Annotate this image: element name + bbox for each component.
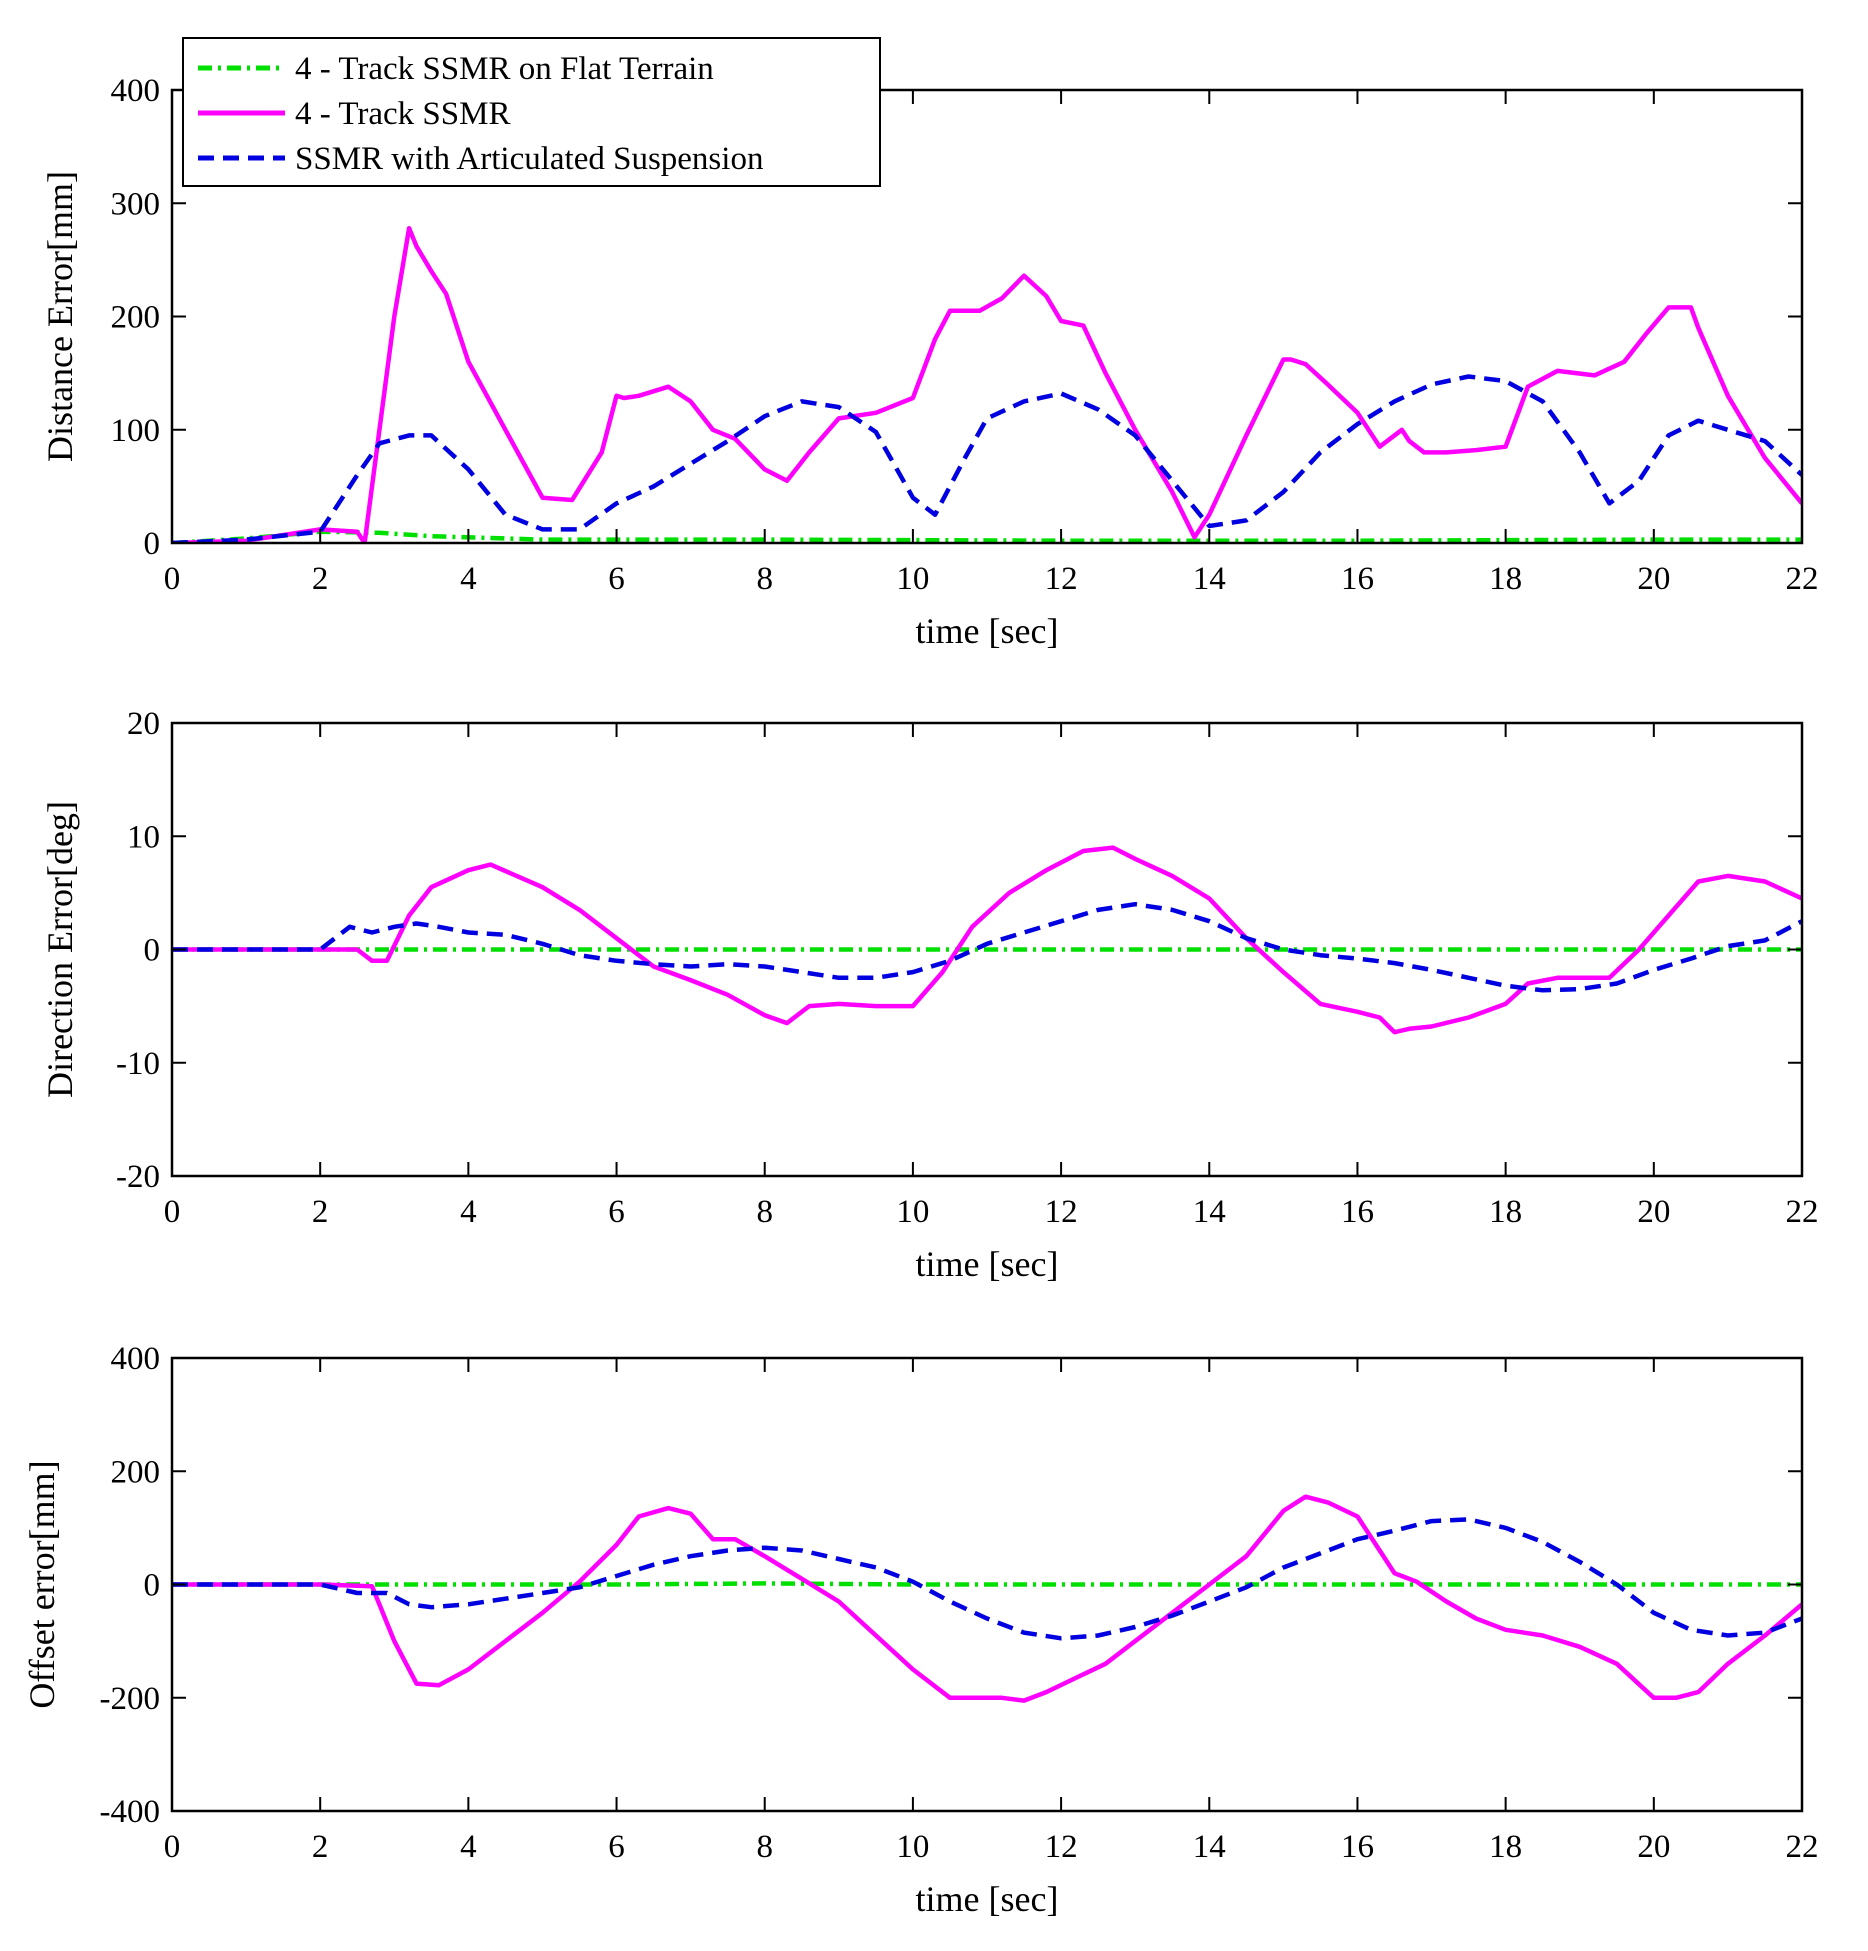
direction-series-articulated	[172, 901, 1802, 993]
direction-x-tick-label: 22	[1786, 1194, 1819, 1230]
direction-y-tick-label: 20	[127, 706, 160, 742]
direction-x-tick-label: 10	[896, 1194, 929, 1230]
distance-y-tick-label: 300	[111, 186, 161, 222]
distance-x-tick-label: 16	[1341, 561, 1374, 597]
offset-x-tick-label: 22	[1786, 1829, 1819, 1865]
offset-error-chart: 0 2 4 6 8 10 12 14 16 18 20 22 -400 -200 0 200 400 time […	[22, 1341, 1819, 1919]
offset-y-tick-label: 400	[111, 1341, 161, 1377]
distance-x-tick-label: 12	[1045, 561, 1078, 597]
direction-x-tick-label: 12	[1045, 1194, 1078, 1230]
distance-x-tick-label: 4	[460, 561, 477, 597]
offset-series-articulated	[172, 1517, 1802, 1641]
distance-x-tick-label: 14	[1193, 561, 1226, 597]
distance-y-tick-label: 100	[111, 413, 161, 449]
offset-x-axis-label: time [sec]	[916, 1879, 1059, 1919]
direction-x-tick-label: 16	[1341, 1194, 1374, 1230]
direction-x-tick-label: 6	[608, 1194, 625, 1230]
distance-x-tick-label: 8	[756, 561, 773, 597]
offset-series-flat-terrain	[172, 1581, 1802, 1587]
offset-x-tick-label: 10	[896, 1829, 929, 1865]
direction-y-tick-label: 10	[127, 819, 160, 855]
distance-x-tick-label: 22	[1786, 561, 1819, 597]
offset-x-tick-label: 4	[460, 1829, 477, 1865]
direction-y-tick-label: 0	[144, 933, 161, 969]
direction-x-axis-label: time [sec]	[916, 1244, 1059, 1284]
direction-x-tick-label: 8	[756, 1194, 773, 1230]
legend-entry-articulated: SSMR with Articulated Suspension	[295, 141, 763, 177]
offset-y-tick-label: 0	[144, 1568, 161, 1604]
distance-x-tick-label: 0	[164, 561, 181, 597]
distance-series-articulated	[172, 374, 1802, 543]
distance-x-tick-label: 6	[608, 561, 625, 597]
direction-error-chart: 0 2 4 6 8 10 12 14 16 18 20 22 -20 -10 0 10 20 time [sec]…	[40, 706, 1819, 1284]
distance-y-tick-label: 0	[144, 526, 161, 562]
direction-x-tick-label: 4	[460, 1194, 477, 1230]
direction-y-tick-label: -10	[116, 1046, 160, 1082]
distance-x-tick-label: 18	[1489, 561, 1522, 597]
offset-y-axis-label: Offset error[mm]	[22, 1460, 62, 1708]
legend-entry-track-ssmr: 4 - Track SSMR	[295, 96, 510, 132]
offset-x-tick-label: 0	[164, 1829, 181, 1865]
distance-x-tick-label: 2	[312, 561, 329, 597]
distance-y-tick-label: 400	[111, 73, 161, 109]
direction-x-tick-label: 0	[164, 1194, 181, 1230]
direction-y-tick-label: -20	[116, 1159, 160, 1195]
distance-error-chart: 0 2 4 6 8 10 12 14 16 18 20 22 0 100 200 300 400 time [se…	[40, 73, 1819, 651]
distance-y-axis-label: Distance Error[mm]	[40, 171, 80, 462]
direction-y-axis-label: Direction Error[deg]	[40, 801, 80, 1098]
offset-x-tick-label: 2	[312, 1829, 329, 1865]
direction-x-tick-label: 20	[1637, 1194, 1670, 1230]
offset-x-tick-label: 12	[1045, 1829, 1078, 1865]
distance-y-tick-label: 200	[111, 300, 161, 336]
offset-x-tick-label: 14	[1193, 1829, 1226, 1865]
legend-entry-flat-terrain: 4 - Track SSMR on Flat Terrain	[295, 51, 714, 87]
direction-series-track-ssmr	[172, 845, 1802, 1035]
distance-x-axis-label: time [sec]	[916, 611, 1059, 651]
distance-x-tick-label: 20	[1637, 561, 1670, 597]
offset-x-tick-label: 6	[608, 1829, 625, 1865]
direction-x-tick-label: 2	[312, 1194, 329, 1230]
offset-x-tick-label: 16	[1341, 1829, 1374, 1865]
distance-series-track-ssmr	[172, 225, 1802, 543]
offset-x-tick-label: 18	[1489, 1829, 1522, 1865]
offset-x-tick-label: 20	[1637, 1829, 1670, 1865]
distance-x-tick-label: 10	[896, 561, 929, 597]
direction-x-tick-label: 14	[1193, 1194, 1226, 1230]
offset-y-tick-label: 200	[111, 1454, 161, 1490]
offset-series-track-ssmr	[172, 1494, 1802, 1703]
chart-legend: 4 - Track SSMR on Flat Terrain 4 - Track…	[182, 37, 881, 187]
offset-x-tick-label: 8	[756, 1829, 773, 1865]
offset-y-tick-label: -400	[100, 1794, 161, 1830]
offset-y-tick-label: -200	[100, 1681, 161, 1717]
legend-box	[182, 37, 881, 187]
direction-x-tick-label: 18	[1489, 1194, 1522, 1230]
